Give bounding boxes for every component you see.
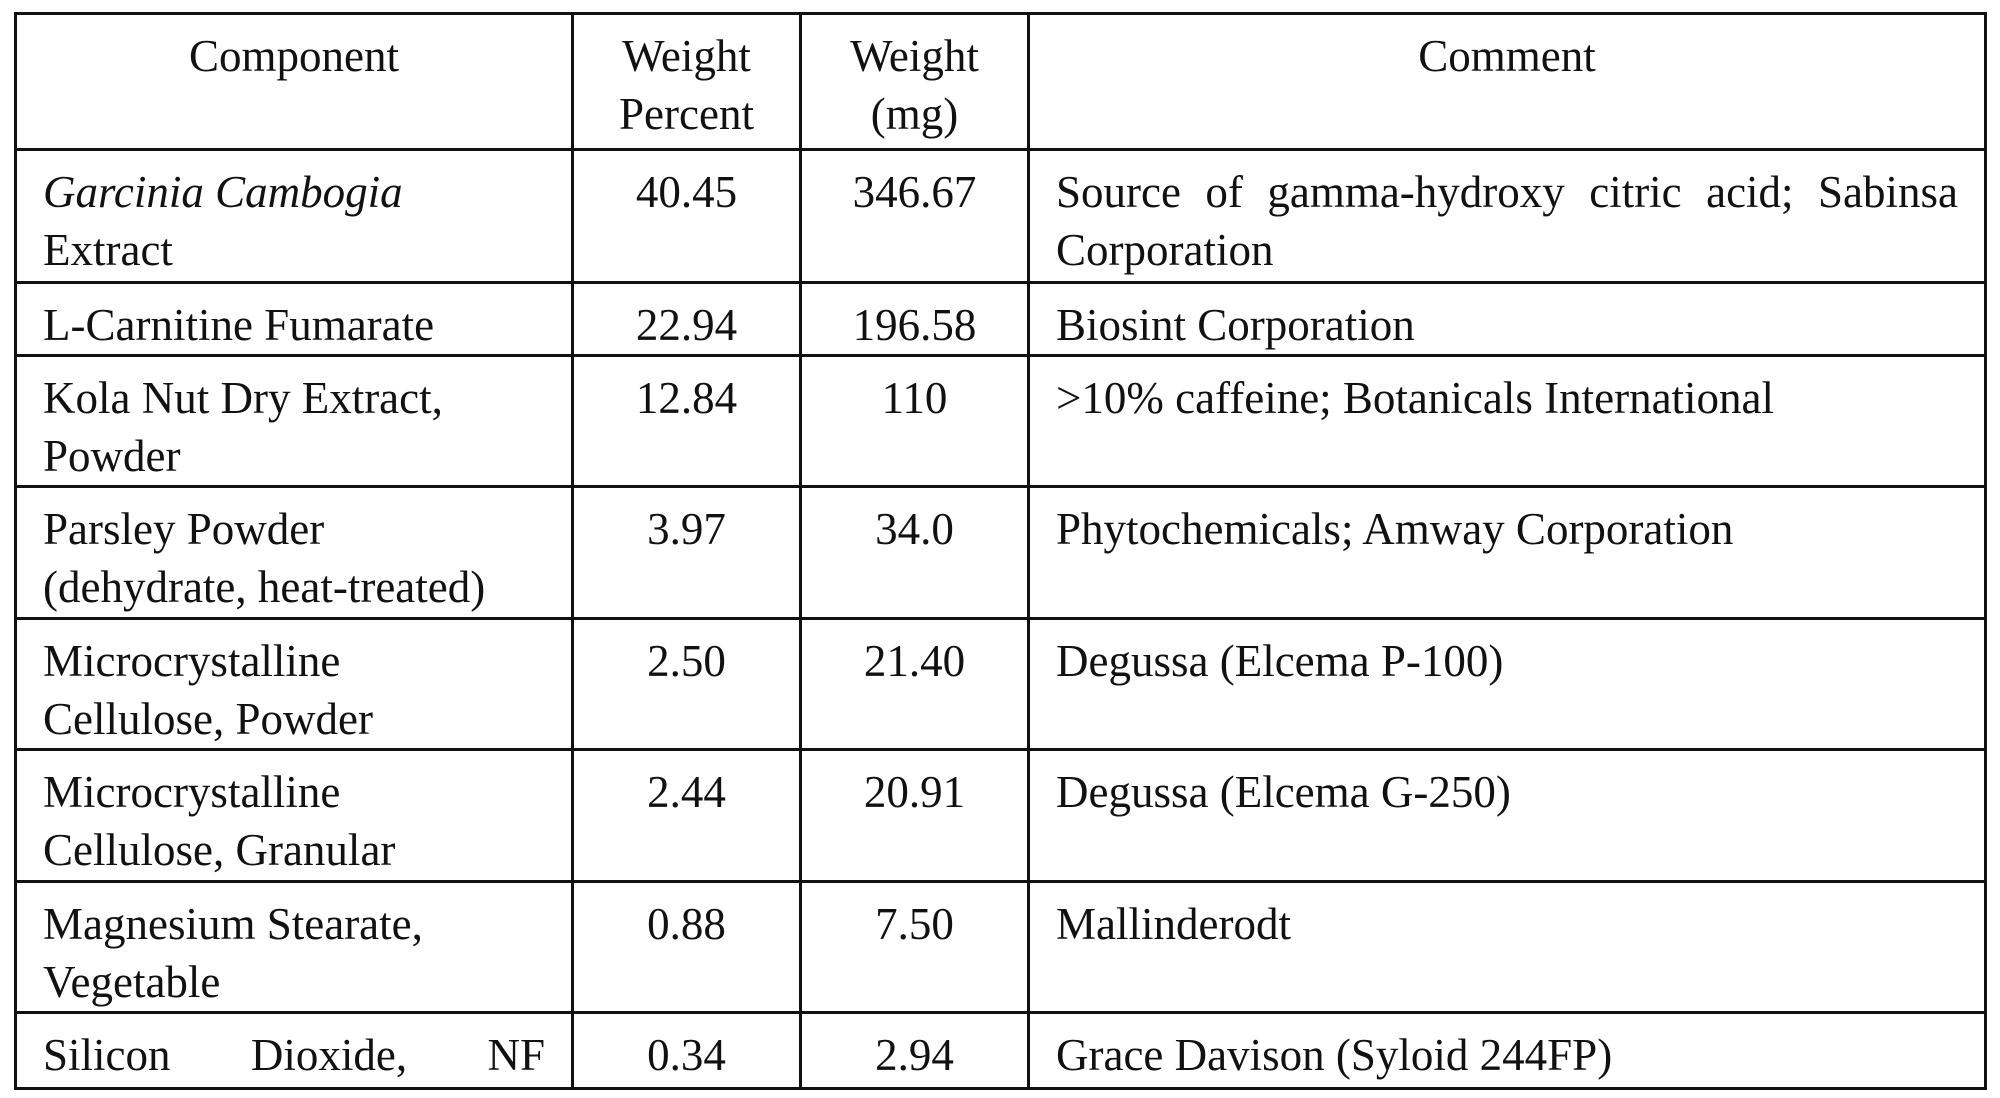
table-row: Garcinia Cambogia Extract 40.45 346.67 S… bbox=[16, 150, 1986, 283]
component-cell: Silicon Dioxide, NF bbox=[16, 1013, 573, 1089]
weight-percent-cell: 12.84 bbox=[573, 356, 801, 487]
comment-cell: Mallinderodt bbox=[1029, 882, 1986, 1013]
component-line: Garcinia Cambogia bbox=[43, 163, 545, 221]
comment-cell: Degussa (Elcema P-100) bbox=[1029, 619, 1986, 750]
header-comment: Comment bbox=[1029, 14, 1986, 150]
weight-percent-cell: 2.50 bbox=[573, 619, 801, 750]
component-line: L-Carnitine Fumarate bbox=[43, 296, 545, 354]
weight-percent-cell: 2.44 bbox=[573, 750, 801, 882]
weight-percent-cell: 0.34 bbox=[573, 1013, 801, 1089]
component-line: Powder bbox=[43, 427, 545, 485]
header-component: Component bbox=[16, 14, 573, 150]
header-weight-mg: Weight (mg) bbox=[801, 14, 1029, 150]
table-row: Parsley Powder (dehydrate, heat-treated)… bbox=[16, 487, 1986, 619]
component-line: Silicon Dioxide, NF bbox=[43, 1026, 545, 1084]
table-row: Kola Nut Dry Extract, Powder 12.84 110 >… bbox=[16, 356, 1986, 487]
comment-cell: Degussa (Elcema G-250) bbox=[1029, 750, 1986, 882]
comment-cell: Biosint Corporation bbox=[1029, 283, 1986, 356]
component-cell: Garcinia Cambogia Extract bbox=[16, 150, 573, 283]
weight-percent-cell: 22.94 bbox=[573, 283, 801, 356]
weight-mg-cell: 20.91 bbox=[801, 750, 1029, 882]
comment-cell: Phytochemicals; Amway Corporation bbox=[1029, 487, 1986, 619]
ingredient-table: Component Weight Percent Weight (mg) Com… bbox=[14, 12, 1987, 1090]
weight-mg-cell: 21.40 bbox=[801, 619, 1029, 750]
component-cell: Parsley Powder (dehydrate, heat-treated) bbox=[16, 487, 573, 619]
header-weight-percent: Weight Percent bbox=[573, 14, 801, 150]
component-line: Cellulose, Granular bbox=[43, 821, 545, 879]
component-line: Cellulose, Powder bbox=[43, 690, 545, 748]
table-row: Silicon Dioxide, NF 0.34 2.94 Grace Davi… bbox=[16, 1013, 1986, 1089]
component-cell: Kola Nut Dry Extract, Powder bbox=[16, 356, 573, 487]
weight-mg-cell: 2.94 bbox=[801, 1013, 1029, 1089]
component-line: Microcrystalline bbox=[43, 632, 545, 690]
weight-percent-cell: 40.45 bbox=[573, 150, 801, 283]
weight-mg-cell: 110 bbox=[801, 356, 1029, 487]
component-cell: Magnesium Stearate, Vegetable bbox=[16, 882, 573, 1013]
weight-percent-cell: 0.88 bbox=[573, 882, 801, 1013]
weight-mg-cell: 196.58 bbox=[801, 283, 1029, 356]
component-line: Parsley Powder bbox=[43, 500, 545, 558]
table-row: Microcrystalline Cellulose, Granular 2.4… bbox=[16, 750, 1986, 882]
header-weight-percent-line-1: Weight bbox=[600, 27, 773, 85]
comment-cell: Grace Davison (Syloid 244FP) bbox=[1029, 1013, 1986, 1089]
component-line: Kola Nut Dry Extract, bbox=[43, 369, 545, 427]
comment-cell: >10% caffeine; Botanicals International bbox=[1029, 356, 1986, 487]
table-row: L-Carnitine Fumarate 22.94 196.58 Biosin… bbox=[16, 283, 1986, 356]
weight-mg-cell: 346.67 bbox=[801, 150, 1029, 283]
component-cell: Microcrystalline Cellulose, Powder bbox=[16, 619, 573, 750]
weight-mg-cell: 34.0 bbox=[801, 487, 1029, 619]
header-weight-mg-line-1: Weight bbox=[828, 27, 1001, 85]
component-cell: L-Carnitine Fumarate bbox=[16, 283, 573, 356]
comment-cell: Source of gamma-hydroxy citric acid; Sab… bbox=[1029, 150, 1986, 283]
weight-percent-cell: 3.97 bbox=[573, 487, 801, 619]
component-line: Vegetable bbox=[43, 953, 545, 1011]
header-weight-mg-line-2: (mg) bbox=[828, 85, 1001, 143]
table-row: Magnesium Stearate, Vegetable 0.88 7.50 … bbox=[16, 882, 1986, 1013]
component-line: Extract bbox=[43, 221, 545, 279]
header-row: Component Weight Percent Weight (mg) Com… bbox=[16, 14, 1986, 150]
component-cell: Microcrystalline Cellulose, Granular bbox=[16, 750, 573, 882]
component-line: (dehydrate, heat-treated) bbox=[43, 558, 545, 616]
table-row: Microcrystalline Cellulose, Powder 2.50 … bbox=[16, 619, 1986, 750]
component-line: Microcrystalline bbox=[43, 763, 545, 821]
component-line: Magnesium Stearate, bbox=[43, 895, 545, 953]
weight-mg-cell: 7.50 bbox=[801, 882, 1029, 1013]
header-weight-percent-line-2: Percent bbox=[600, 85, 773, 143]
